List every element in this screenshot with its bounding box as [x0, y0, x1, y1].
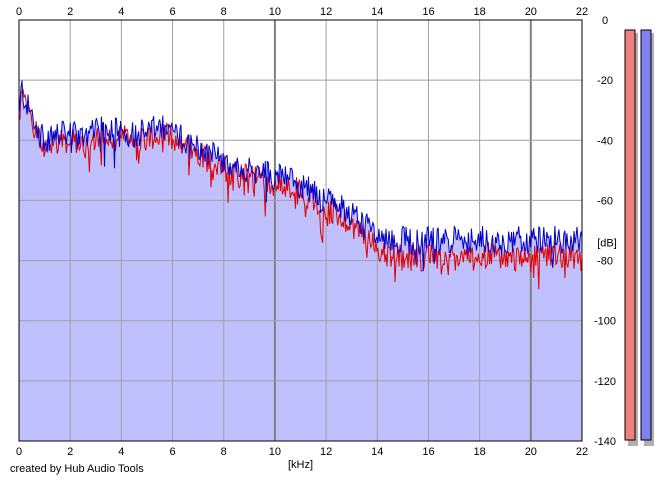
- x-tick-label-top: 22: [576, 6, 588, 18]
- x-tick-label-bottom: 14: [371, 446, 383, 458]
- x-tick-label-bottom: 20: [525, 446, 537, 458]
- y-tick-label: -120: [594, 376, 616, 388]
- x-tick-label-top: 2: [67, 6, 73, 18]
- right-channel-line: [18, 80, 583, 272]
- x-tick-label-bottom: 10: [269, 446, 281, 458]
- x-tick-label-bottom: 8: [221, 446, 227, 458]
- x-tick-label-bottom: 4: [118, 446, 124, 458]
- x-tick-label-bottom: 6: [169, 446, 175, 458]
- left-level-meter: [624, 29, 636, 441]
- x-tick-label-top: 12: [320, 6, 332, 18]
- x-tick-label-bottom: 22: [576, 446, 588, 458]
- x-tick-label-top: 10: [269, 6, 281, 18]
- x-tick-label-bottom: 0: [16, 446, 22, 458]
- x-tick-label-top: 4: [118, 6, 124, 18]
- y-axis-label: [dB]: [597, 238, 617, 250]
- y-tick-label: -140: [594, 436, 616, 448]
- x-tick-label-top: 14: [371, 6, 383, 18]
- x-tick-label-top: 20: [525, 6, 537, 18]
- x-tick-label-top: 0: [16, 6, 22, 18]
- right-level-meter: [640, 29, 652, 441]
- x-axis-label: [kHz]: [288, 459, 313, 471]
- y-tick-label: -20: [597, 75, 613, 87]
- x-tick-label-bottom: 16: [422, 446, 434, 458]
- level-meters: [624, 29, 654, 446]
- x-tick-label-top: 18: [474, 6, 486, 18]
- x-tick-label-bottom: 12: [320, 446, 332, 458]
- x-tick-label-top: 16: [422, 6, 434, 18]
- y-tick-label: -100: [594, 316, 616, 328]
- credit-text: created by Hub Audio Tools: [10, 463, 144, 475]
- y-tick-label: 0: [602, 15, 608, 27]
- x-tick-label-bottom: 18: [474, 446, 486, 458]
- y-tick-label: -40: [597, 135, 613, 147]
- x-tick-label-top: 6: [169, 6, 175, 18]
- x-tick-label-top: 8: [221, 6, 227, 18]
- axis-layer: 002244668810101212141416161818202022220-…: [16, 6, 617, 471]
- y-tick-label: -60: [597, 195, 613, 207]
- spectrum-lines-layer: [18, 80, 583, 290]
- y-tick-label: -80: [597, 256, 613, 268]
- grid-layer: [18, 19, 583, 442]
- plot-border: [18, 19, 583, 442]
- x-tick-label-bottom: 2: [67, 446, 73, 458]
